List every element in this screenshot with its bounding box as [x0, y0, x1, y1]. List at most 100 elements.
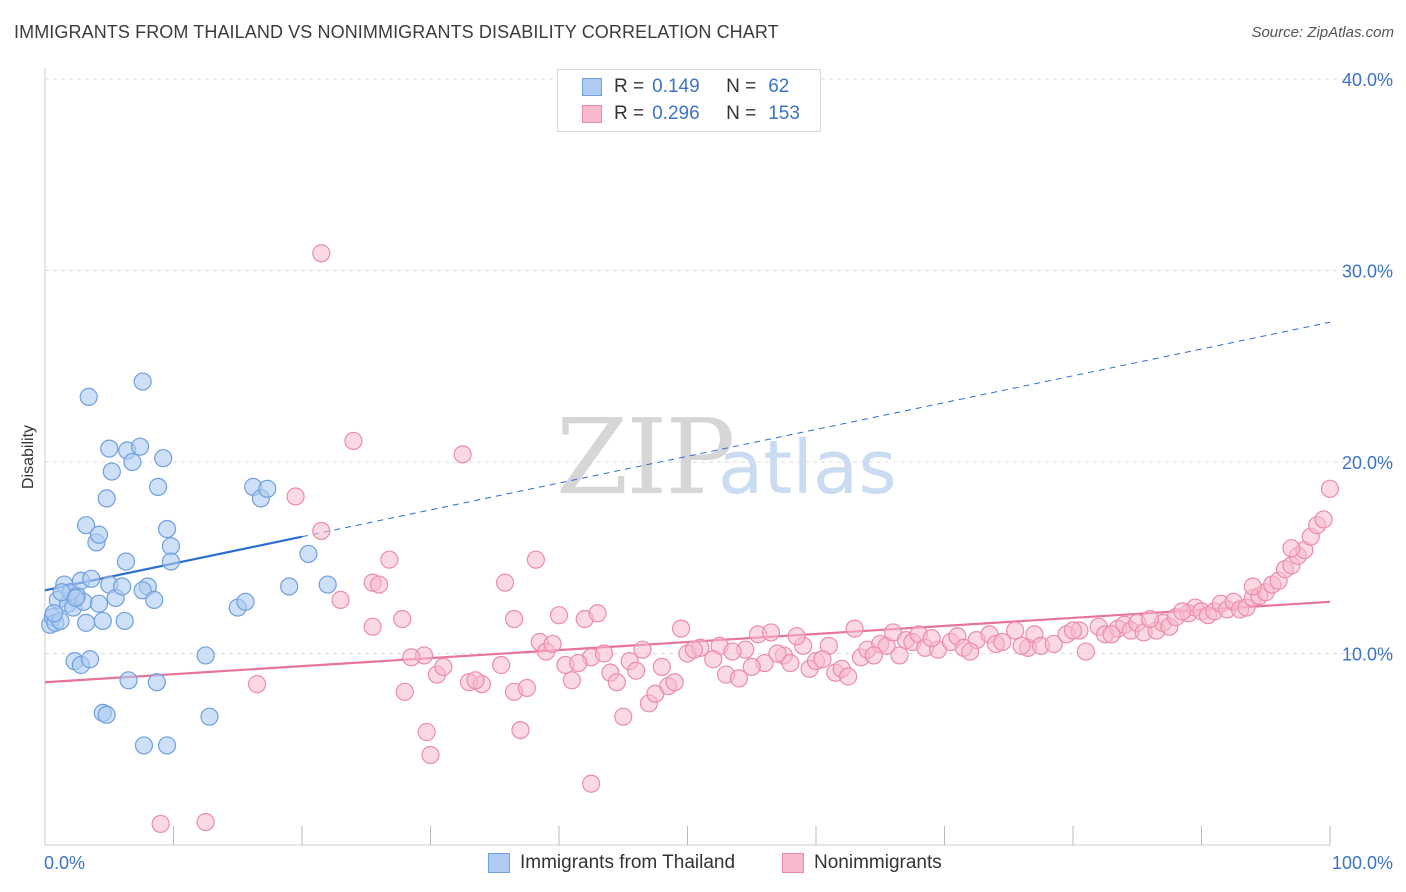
y-tick-label: 20.0%	[1342, 453, 1393, 473]
thailand-point	[77, 516, 96, 535]
nonimmigrants-point	[839, 667, 858, 686]
thailand-point	[79, 387, 98, 406]
thailand-point	[119, 671, 138, 690]
legend-item-thailand: Immigrants from Thailand	[488, 852, 735, 874]
nonimmigrants-point	[1076, 642, 1095, 661]
r-label: R =	[614, 103, 645, 124]
nonimmigrants-point	[652, 657, 671, 677]
nonimmigrants-point	[890, 646, 909, 665]
nonimmigrants-point	[549, 606, 569, 625]
nonimmigrants-point	[151, 814, 170, 834]
nonimmigrants-point	[993, 632, 1012, 652]
thailand-legend-swatch	[488, 853, 510, 873]
thailand-point	[115, 611, 134, 631]
nonimmigrants-point	[517, 678, 536, 698]
thailand-point	[97, 705, 116, 724]
nonimmigrants-point	[665, 673, 684, 692]
nonimmigrants-point	[312, 521, 331, 541]
nonimmigrants-point	[1140, 609, 1160, 629]
thailand-point	[123, 452, 142, 472]
thailand-point	[318, 575, 337, 594]
thailand-swatch	[582, 78, 602, 96]
nonimmigrants-point	[1320, 479, 1340, 498]
nonimmigrants-point	[331, 590, 350, 609]
nonimmigrants-point	[594, 644, 614, 663]
thailand-point	[116, 552, 136, 571]
nonimmigrants-point	[607, 673, 626, 692]
thailand-point	[145, 590, 164, 609]
nonimmigrants-point	[1012, 636, 1031, 655]
nonimmigrants-point	[1044, 634, 1063, 654]
nonimmigrants-point	[417, 722, 436, 742]
nonimmigrants-point	[787, 627, 806, 646]
thailand-point	[299, 544, 318, 564]
legend-item-nonimmigrants: Nonimmigrants	[782, 852, 942, 874]
nonimmigrants-point	[864, 646, 883, 665]
thailand-point	[66, 588, 85, 608]
nonimmigrants-point	[504, 609, 524, 629]
nonimmigrants-points	[151, 244, 1340, 834]
thailand-point	[148, 477, 168, 496]
nonimmigrants-point	[511, 720, 530, 740]
nonimmigrants-legend-label: Nonimmigrants	[814, 852, 942, 873]
nonimmigrants-point	[742, 657, 761, 677]
stats-legend: R = 0.149 N = 62 R = 0.296 N = 153	[557, 69, 821, 132]
chart-title: IMMIGRANTS FROM THAILAND VS NONIMMIGRANT…	[14, 22, 779, 42]
thailand-point	[161, 537, 181, 556]
nonimmigrants-point	[729, 669, 749, 688]
x-tick-label: 0.0%	[44, 853, 85, 873]
nonimmigrants-point	[543, 634, 562, 654]
nonimmigrants-legend-swatch	[782, 853, 804, 873]
thailand-point	[112, 577, 132, 596]
nonimmigrants-point	[286, 487, 305, 506]
n-label: N =	[726, 103, 757, 124]
thailand-point	[200, 707, 219, 726]
nonimmigrants-point	[380, 550, 399, 569]
y-axis-label: Disability	[20, 425, 37, 489]
nonimmigrants-point	[395, 682, 414, 701]
n-value: 62	[768, 76, 790, 97]
nonimmigrants-point	[1314, 510, 1333, 529]
source-label: Source: ZipAtlas.com	[1251, 24, 1394, 41]
thailand-point	[93, 611, 112, 631]
nonimmigrants-point	[671, 619, 691, 638]
nonimmigrants-point	[363, 617, 382, 636]
nonimmigrants-point	[562, 671, 581, 690]
nonimmigrants-point	[922, 629, 941, 648]
nonimmigrants-point	[588, 604, 607, 623]
nonimmigrants-point	[370, 575, 389, 594]
y-tick-label: 10.0%	[1342, 645, 1393, 665]
nonimmigrants-point	[684, 640, 704, 659]
thailand-point	[161, 552, 181, 571]
nonimmigrants-point	[1102, 625, 1121, 644]
nonimmigrants-point	[582, 774, 601, 793]
nonimmigrants-point	[813, 650, 832, 669]
thailand-points	[41, 372, 337, 755]
nonimmigrants-point	[768, 644, 787, 663]
thailand-point	[80, 650, 100, 669]
thailand-point	[133, 372, 152, 391]
thailand-point	[102, 462, 121, 481]
nonimmigrants-point	[1063, 621, 1083, 640]
nonimmigrants-trend-line	[44, 600, 1331, 684]
nonimmigrants-point	[723, 642, 742, 661]
nonimmigrants-point	[1173, 602, 1192, 621]
thailand-point	[97, 489, 116, 508]
nonimmigrants-point	[845, 619, 864, 638]
nonimmigrants-point	[704, 650, 723, 669]
thailand-legend-label: Immigrants from Thailand	[520, 852, 736, 873]
x-tick-label: 100.0%	[1332, 853, 1393, 873]
n-value: 153	[768, 103, 800, 124]
y-tick-label: 40.0%	[1342, 70, 1393, 90]
thailand-point	[236, 592, 255, 611]
watermark: ZIP atlas	[556, 396, 897, 518]
r-value: 0.149	[652, 76, 700, 97]
nonimmigrants-point	[453, 445, 472, 464]
nonimmigrants-point	[247, 675, 267, 694]
thailand-point	[89, 525, 109, 544]
nonimmigrants-point	[633, 640, 652, 659]
nonimmigrants-point	[495, 573, 515, 592]
thailand-point	[157, 519, 177, 539]
nonimmigrants-point	[492, 655, 511, 675]
bottom-legend: Immigrants from Thailand Nonimmigrants	[0, 852, 1406, 878]
